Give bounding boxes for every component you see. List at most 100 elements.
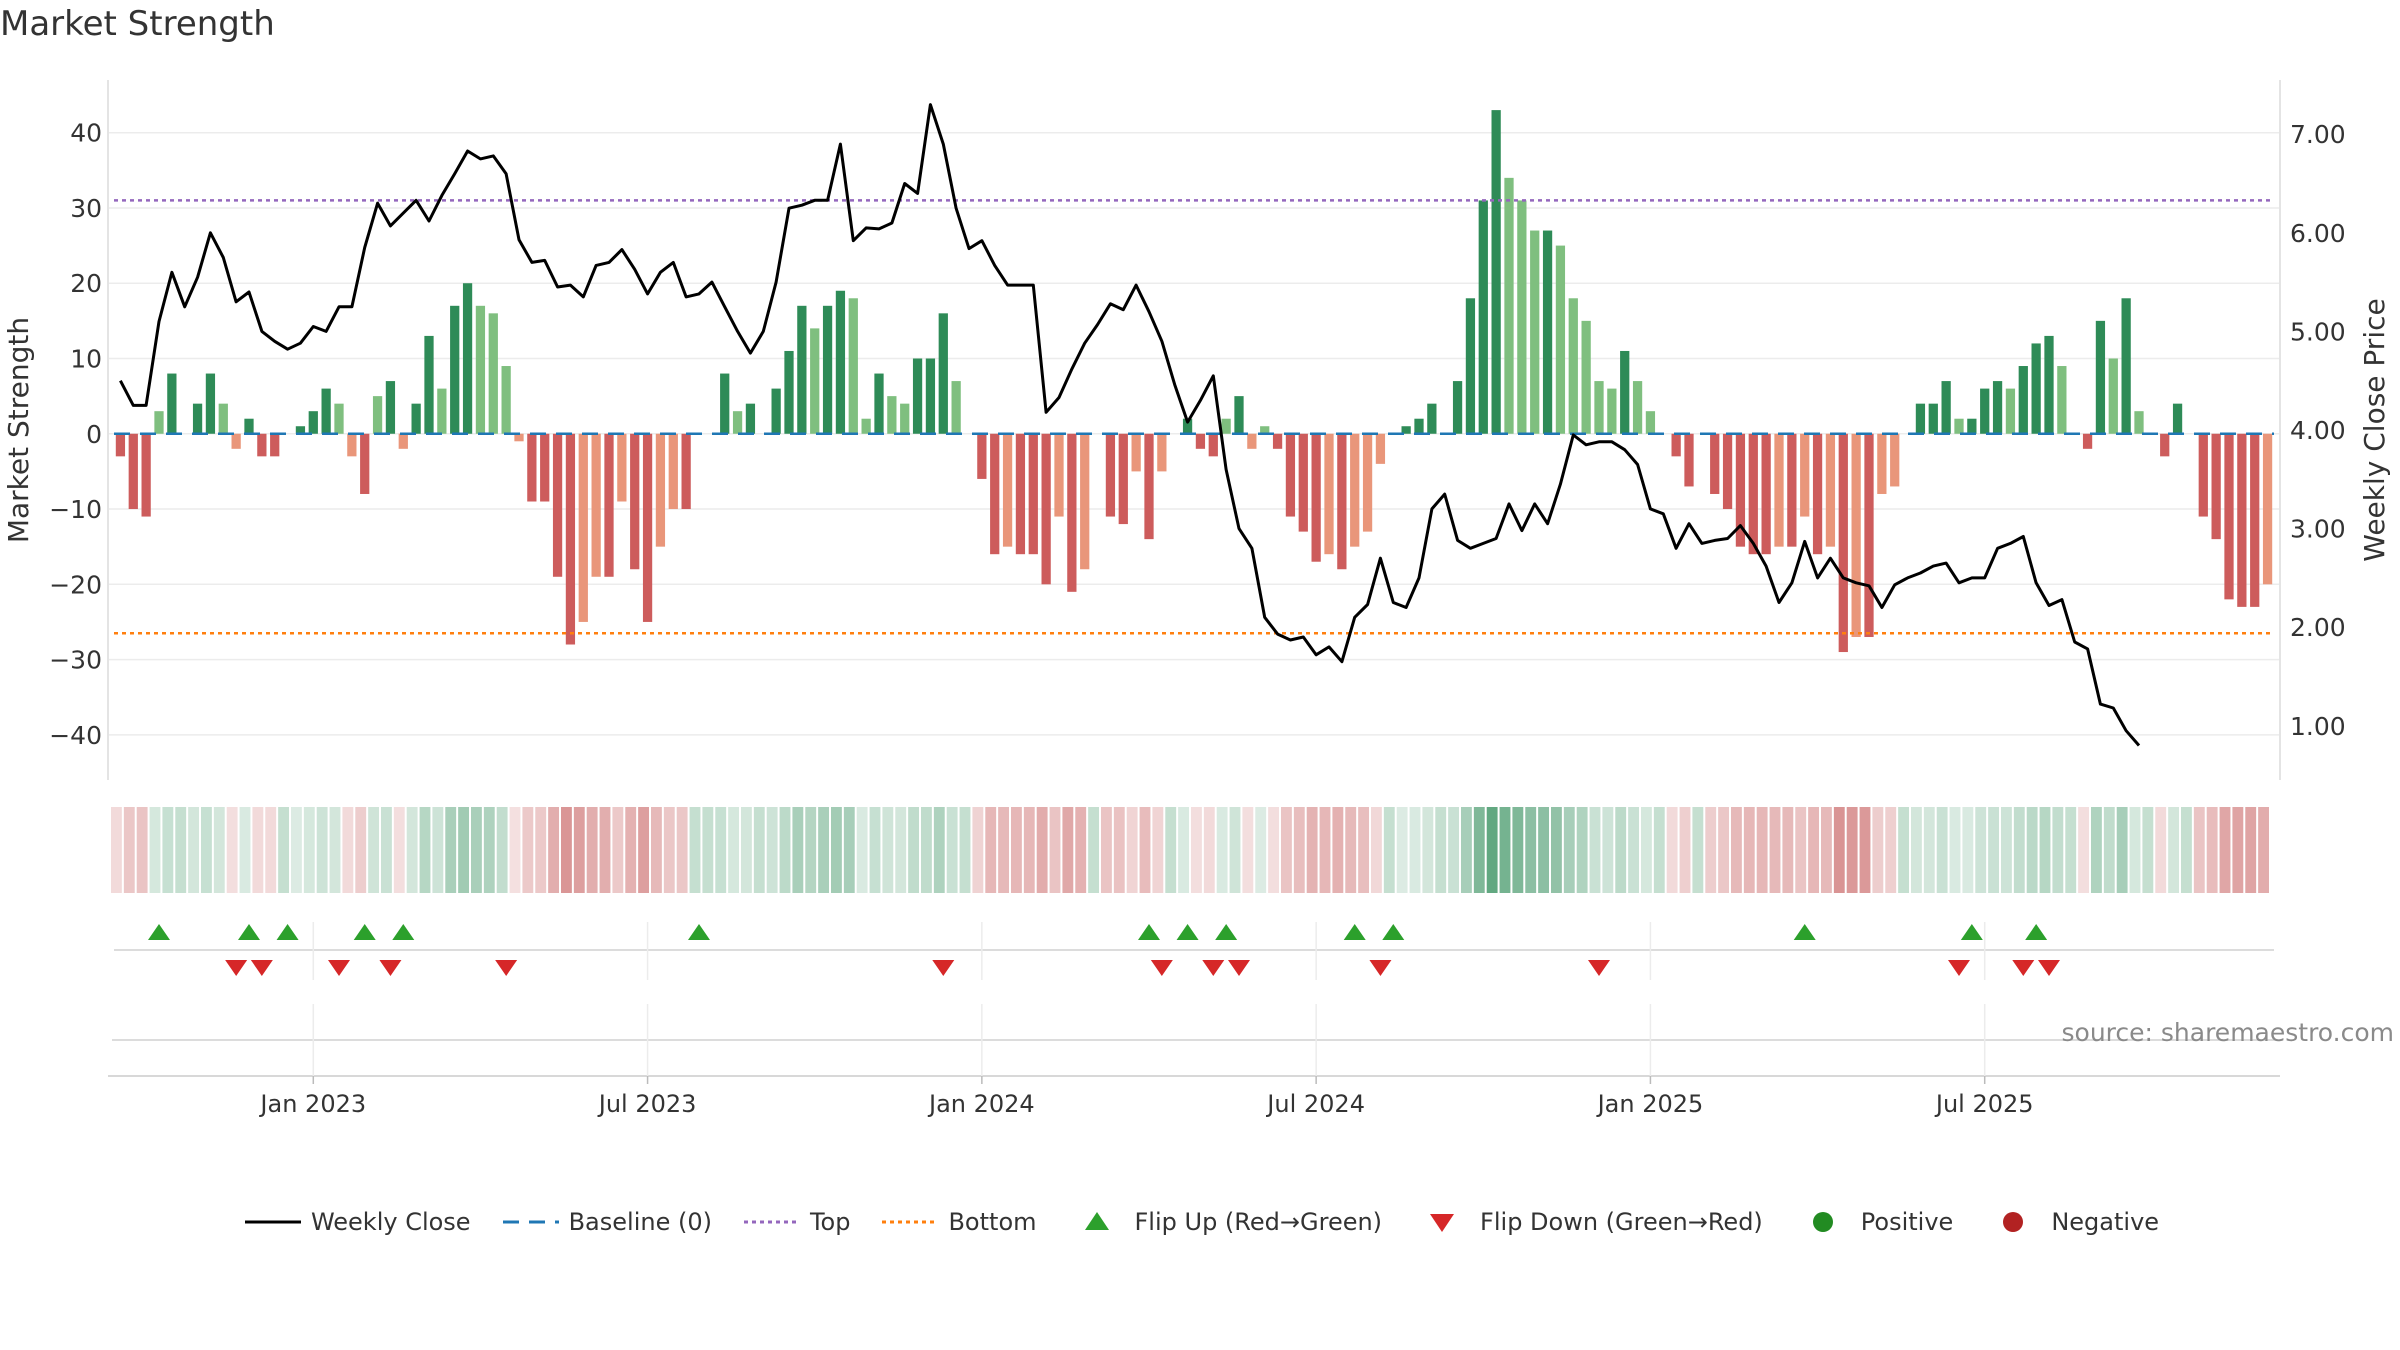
heat-cell [2091, 807, 2102, 893]
heat-cell [1551, 807, 1562, 893]
strength-bar [1735, 433, 1746, 547]
strength-bar [321, 388, 331, 434]
heat-cell [1975, 807, 1987, 893]
strength-bar [1401, 426, 1411, 434]
flip-down-marker [2038, 960, 2060, 976]
strength-bar [1761, 433, 1771, 555]
strength-bar [1260, 426, 1270, 434]
heat-cell [1576, 807, 1588, 893]
strength-bar [1787, 433, 1797, 547]
flip-up-marker [1215, 924, 1238, 940]
strength-bar [1195, 433, 1206, 449]
strength-bar [552, 433, 563, 577]
y-tick-label: 10 [70, 344, 102, 373]
heat-cell [2026, 807, 2038, 893]
heat-cell [136, 807, 148, 893]
y-tick-label: −40 [49, 721, 102, 750]
heat-cell [393, 807, 405, 893]
strength-bar [1221, 418, 1231, 434]
strength-bar [1992, 381, 2003, 434]
strength-bar [1080, 433, 1090, 570]
heat-cell [149, 807, 161, 893]
strength-bar [1915, 403, 1926, 434]
strength-bar [1350, 433, 1360, 547]
strength-bar [411, 403, 421, 434]
strength-bar [990, 433, 1000, 555]
heat-cell [471, 807, 482, 893]
y-axis-label: Market Strength [2, 317, 35, 543]
legend-label: Bottom [948, 1208, 1037, 1236]
strength-bar [1414, 418, 1424, 434]
heat-cell [869, 807, 881, 893]
heat-cell [1615, 807, 1627, 893]
strength-bar [1362, 433, 1373, 532]
heat-cell [741, 807, 752, 893]
strength-bar [1812, 433, 1823, 555]
flip-up-marker [392, 924, 415, 940]
strength-bar [270, 433, 280, 457]
heat-cell [1281, 807, 1292, 893]
heat-cell [1203, 807, 1215, 893]
strength-bar [1645, 411, 1656, 434]
heat-cell [509, 807, 521, 893]
heat-cell [728, 807, 739, 893]
right-y-ticks: 7.00 6.00 5.00 4.00 3.00 2.00 1.00 [2290, 120, 2346, 741]
strength-bar [141, 433, 151, 517]
strength-bar [1491, 110, 1501, 434]
strength-bar [2031, 343, 2041, 434]
heat-cell [1216, 807, 1228, 893]
dot-positive-icon [1812, 1212, 1833, 1232]
heat-cell [458, 807, 469, 893]
heat-cell [2116, 807, 2128, 893]
y-tick-label: −10 [49, 495, 102, 524]
legend-item-baseline: Baseline (0) [499, 1208, 712, 1236]
flip-down-marker [250, 960, 273, 976]
flip-down-marker [932, 960, 955, 976]
strength-bar [925, 358, 936, 434]
heat-cell [933, 807, 945, 893]
y-tick-label: 0 [86, 420, 102, 449]
heat-cell [432, 807, 444, 893]
legend-label: Positive [1860, 1208, 1954, 1236]
legend-label: Negative [2051, 1208, 2160, 1236]
legend-label: Flip Up (Red→Green) [1134, 1208, 1383, 1236]
strength-bar [835, 290, 846, 434]
heat-cell [895, 807, 907, 893]
flip-up-marker [1382, 924, 1405, 940]
strength-bar [2250, 433, 2260, 607]
heat-cell [599, 807, 611, 893]
heat-cell [689, 807, 701, 893]
heat-cell [2142, 807, 2154, 893]
strength-bar [308, 411, 318, 434]
heat-cell [1756, 807, 1768, 893]
legend-item-flip-down: Flip Down (Green→Red) [1410, 1208, 1763, 1236]
strength-bar [115, 433, 126, 457]
strength-bar [565, 433, 576, 645]
heat-cell [213, 807, 225, 893]
heat-cell [1769, 807, 1781, 893]
heat-cell [2039, 807, 2051, 893]
heat-cell [1512, 807, 1524, 893]
heat-cell [406, 807, 418, 893]
heat-cell [573, 807, 585, 893]
strength-bar [1851, 433, 1861, 637]
heat-cell [882, 807, 894, 893]
strength-bar [1298, 433, 1308, 532]
heat-cell [2013, 807, 2025, 893]
flip-down-marker [379, 960, 402, 976]
heat-cell [638, 807, 649, 893]
flip-up-marker [276, 924, 299, 940]
heat-cell [123, 807, 135, 893]
flip-up-marker [148, 924, 170, 940]
strength-bar [1234, 396, 1244, 434]
heat-cell [1075, 807, 1087, 893]
heat-cell [1152, 807, 1164, 893]
strength-bar [488, 313, 498, 434]
heat-cell [561, 807, 572, 893]
strength-bar [475, 305, 486, 434]
strength-bar [1954, 418, 1964, 434]
heat-cell [1653, 807, 1665, 893]
heat-cell [252, 807, 264, 893]
strength-bar [642, 433, 653, 622]
legend-item-negative: Negative [1981, 1208, 2159, 1236]
